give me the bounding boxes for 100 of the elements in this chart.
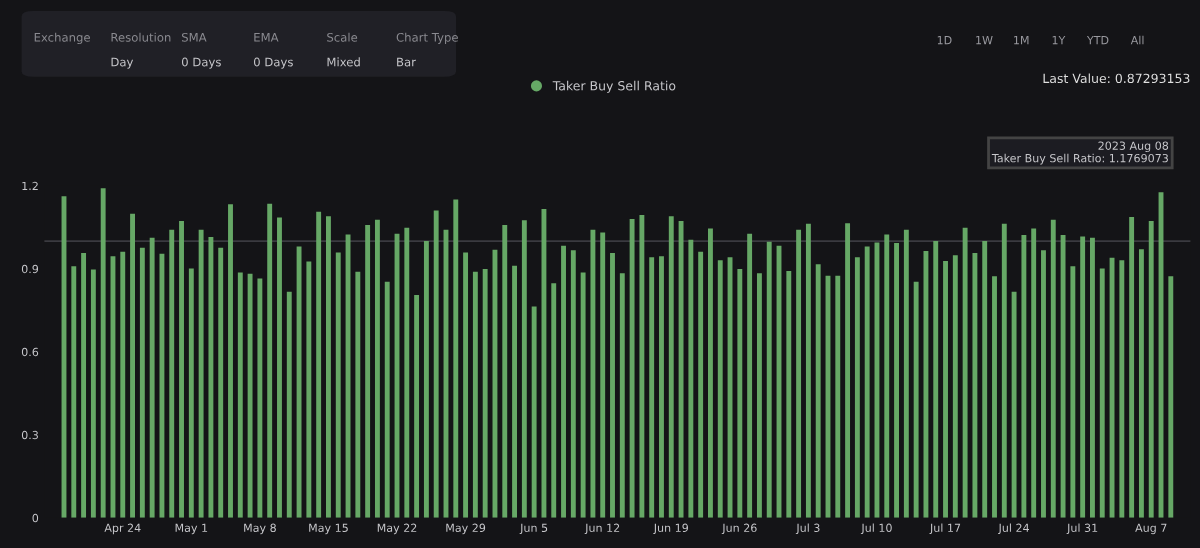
bar <box>551 283 557 518</box>
bar <box>198 229 204 518</box>
bar <box>159 253 165 518</box>
bar <box>1138 249 1144 518</box>
bar <box>326 216 331 518</box>
bar <box>580 272 586 518</box>
bar <box>1021 235 1027 518</box>
bar <box>296 246 302 518</box>
bar <box>90 269 96 518</box>
bar <box>130 213 135 518</box>
bar <box>1011 291 1017 518</box>
bar <box>688 239 694 518</box>
bar <box>1090 237 1095 518</box>
bar <box>502 225 508 518</box>
bar <box>756 273 762 518</box>
bar <box>1168 276 1174 518</box>
bar <box>237 272 243 518</box>
bar <box>306 261 312 518</box>
bar <box>100 188 106 518</box>
bar <box>365 225 371 518</box>
bar <box>149 237 155 518</box>
bar <box>561 245 566 518</box>
bar <box>659 256 664 518</box>
bar <box>903 229 909 518</box>
bar <box>747 233 753 518</box>
bar <box>600 232 606 518</box>
bar <box>277 217 282 518</box>
bar <box>414 295 420 518</box>
bar <box>267 203 273 518</box>
bar <box>247 273 253 518</box>
bar <box>404 227 410 518</box>
bar <box>737 269 743 518</box>
bar <box>472 271 478 518</box>
bar <box>923 251 929 518</box>
bar <box>796 229 802 518</box>
bar <box>71 266 77 518</box>
bar <box>218 247 224 518</box>
bar <box>453 199 459 518</box>
bar <box>521 220 527 518</box>
bar <box>433 210 439 518</box>
bar <box>139 247 145 518</box>
bar <box>992 276 997 518</box>
bar <box>482 269 488 518</box>
bar <box>649 257 655 518</box>
bar <box>531 306 537 518</box>
bar <box>786 271 792 518</box>
bar <box>1129 217 1135 518</box>
bar <box>933 241 939 518</box>
bar <box>913 281 919 518</box>
bar <box>1031 228 1037 518</box>
bar <box>81 253 87 518</box>
bar <box>943 261 948 518</box>
bar <box>884 234 890 518</box>
bar <box>815 264 821 518</box>
bar <box>708 228 713 518</box>
bar <box>374 219 380 518</box>
bar <box>541 209 547 518</box>
bar <box>982 241 988 518</box>
bar <box>335 252 341 518</box>
bar <box>766 241 772 518</box>
bar <box>463 252 469 518</box>
bar <box>169 229 175 518</box>
bar <box>1041 250 1046 518</box>
bar <box>228 204 233 518</box>
bar <box>698 251 704 518</box>
bar <box>286 291 292 518</box>
bar <box>639 215 645 518</box>
bar <box>257 278 263 518</box>
bar <box>570 250 576 518</box>
bar <box>1060 235 1066 518</box>
bar <box>1001 223 1007 518</box>
bar <box>208 236 214 518</box>
bar <box>179 220 184 518</box>
bar <box>972 253 978 518</box>
bar <box>952 255 958 518</box>
bar <box>316 211 322 518</box>
bar <box>1148 220 1154 518</box>
bar <box>120 251 126 518</box>
bar <box>619 273 625 518</box>
bar <box>512 265 517 518</box>
bar <box>835 275 841 518</box>
bar <box>423 241 429 518</box>
bar <box>1099 268 1105 518</box>
bar <box>384 281 390 518</box>
bar <box>1080 236 1086 518</box>
bar <box>1119 260 1125 518</box>
bar <box>629 218 635 518</box>
bar <box>717 260 723 518</box>
bar <box>355 271 361 518</box>
bar <box>845 223 851 518</box>
bar <box>805 223 811 518</box>
bar <box>962 227 968 518</box>
bar <box>894 243 899 518</box>
bar <box>1070 266 1076 518</box>
bar <box>610 253 615 518</box>
bar <box>854 257 860 518</box>
bar <box>188 268 194 518</box>
bar <box>1050 219 1056 518</box>
bar <box>864 246 870 518</box>
bar <box>668 216 674 518</box>
